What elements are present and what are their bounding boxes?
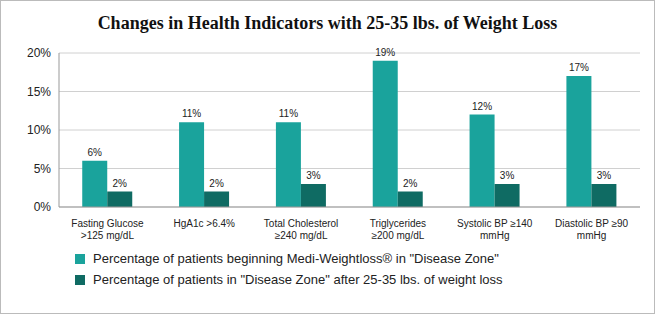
html-text:Percentage of patients beginni: Percentage of patients beginning Medi-We… xyxy=(93,251,499,266)
svg-text:10%: 10% xyxy=(27,123,51,137)
svg-text:0%: 0% xyxy=(34,200,52,214)
svg-text:3%: 3% xyxy=(306,170,321,181)
svg-text:2%: 2% xyxy=(113,178,128,189)
html-text:Changes in Health Indicators w: Changes in Health Indicators with 25-35 … xyxy=(97,13,558,33)
svg-text:2%: 2% xyxy=(209,178,224,189)
svg-text:12%: 12% xyxy=(472,101,492,112)
svg-text:5%: 5% xyxy=(34,162,52,176)
svg-text:3%: 3% xyxy=(500,170,515,181)
svg-text:17%: 17% xyxy=(569,62,589,73)
svg-text:6%: 6% xyxy=(88,147,103,158)
svg-text:11%: 11% xyxy=(279,108,298,119)
svg-text:11%: 11% xyxy=(182,108,201,119)
svg-text:2%: 2% xyxy=(403,178,418,189)
svg-text:mmHg: mmHg xyxy=(480,230,509,241)
svg-text:≥240 mg/dL: ≥240 mg/dL xyxy=(275,230,328,241)
svg-text:Systolic BP ≥140: Systolic BP ≥140 xyxy=(457,218,533,229)
svg-text:19%: 19% xyxy=(375,47,395,58)
svg-text:Diastolic BP ≥90: Diastolic BP ≥90 xyxy=(555,218,629,229)
svg-text:Total Cholesterol: Total Cholesterol xyxy=(264,218,338,229)
svg-text:3%: 3% xyxy=(597,170,612,181)
svg-text:≥200 mg/dL: ≥200 mg/dL xyxy=(372,230,425,241)
svg-text:15%: 15% xyxy=(27,85,51,99)
svg-text:Triglycerides: Triglycerides xyxy=(370,218,426,229)
svg-text:HgA1c >6.4%: HgA1c >6.4% xyxy=(174,218,236,229)
svg-text:>125 mg/dL: >125 mg/dL xyxy=(81,230,135,241)
svg-text:Fasting Glucose: Fasting Glucose xyxy=(71,218,144,229)
svg-text:mmHg: mmHg xyxy=(577,230,606,241)
svg-text:20%: 20% xyxy=(27,46,51,60)
html-text:Percentage of patients in "Dis: Percentage of patients in "Disease Zone"… xyxy=(93,272,503,287)
